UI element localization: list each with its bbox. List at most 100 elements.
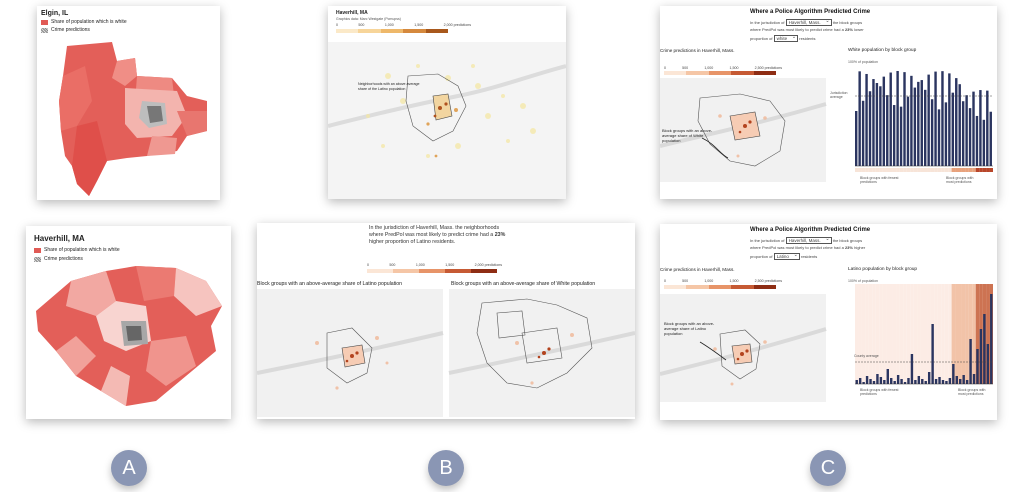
legend-crime-label: Crime predictions [44,256,83,262]
prediction-strip [858,168,862,172]
prediction-band [858,284,862,384]
panel-c-bottom-card: Where a Police Algorithm Predicted Crime… [660,224,997,420]
bar [944,102,948,166]
elgin-choropleth-map [59,42,207,196]
panel-b-badge: B [428,450,464,486]
jurisdiction-select[interactable]: Haverhill, Mass. [785,18,832,26]
bar [975,115,979,166]
prediction-strip [855,168,859,172]
prediction-strip [903,168,907,172]
prediction-strip [930,168,935,172]
bar [979,329,983,384]
bar [927,372,931,384]
panel-c-bottom-ticks: 0 500 1,000 1,500 2,500 predictions [664,279,782,283]
panel-c-top-ticks: 0 500 1,000 1,500 2,500 predictions [664,66,782,70]
legend-share-label: Share of population which is white [44,247,120,253]
prediction-band [944,284,949,384]
panel-c-top-bar-chart [855,71,993,172]
panel-c-bottom-line3: proportion of Latino residents [750,252,817,260]
bar [976,349,979,384]
group-select[interactable]: Latino [773,252,800,260]
bar [986,344,990,384]
bar [890,378,893,384]
prediction-band [927,284,931,384]
grid-swatch-icon [41,27,48,33]
bar [903,72,906,166]
panel-c-top-map [660,93,827,167]
prediction-strip [965,168,969,172]
bar [861,100,865,166]
prediction-strip [937,168,942,172]
bar [948,378,952,384]
bar [934,71,937,166]
prediction-band [855,284,859,384]
bar [889,72,892,166]
prediction-band [892,284,897,384]
legend-crime: Crime predictions [41,27,90,33]
prediction-band [906,284,911,384]
prediction-band [889,284,893,384]
bar [865,376,869,384]
prediction-strip [913,168,918,172]
prediction-strip [934,168,938,172]
prediction-strip [865,168,869,172]
prediction-band [879,284,883,384]
legend-share: Share of population which is white [41,19,127,25]
prediction-strip [982,168,987,172]
prediction-strip [951,168,956,172]
group-select[interactable]: white [773,34,799,42]
bar [914,380,917,384]
prediction-strip [979,168,983,172]
panel-c-top-card: Where a Police Algorithm Predicted Crime… [660,6,997,199]
bar [879,377,883,384]
prediction-strip [896,168,900,172]
prediction-strip [989,168,993,172]
bar [958,84,961,166]
bar [917,81,920,166]
legend-share-label: Share of population which is white [51,19,127,25]
prediction-strip [882,168,887,172]
prediction-strip [975,168,980,172]
bar [869,379,872,384]
bar [962,375,965,384]
bar [896,71,899,166]
bar [913,87,917,166]
prediction-band [872,284,876,384]
panel-b-top-title: Haverhill, MA [336,10,368,16]
prediction-band [910,284,914,384]
panel-c-top-line3: proportion of white residents [750,34,815,42]
prediction-band [886,284,890,384]
bar [930,99,934,166]
panel-c-top-map-title: Crime predictions in Haverhill, Mass. [660,48,735,53]
bar [959,379,962,384]
bar [907,378,910,384]
panel-c-bottom-map [660,327,827,386]
panel-c-top-title: Where a Police Algorithm Predicted Crime [750,9,871,15]
prediction-strip [961,168,966,172]
bar [965,380,969,384]
bar [982,119,986,166]
prediction-band [875,284,880,384]
bar [865,73,868,166]
bar [896,375,900,384]
bar [952,364,955,384]
prediction-band [903,284,907,384]
prediction-strip [906,168,911,172]
prediction-band [951,284,956,384]
panel-c-bottom-line1: In the jurisdiction of Haverhill, Mass. … [750,236,862,244]
bar [934,379,938,384]
panel-c-bottom-y-title: 100% of population [848,279,878,283]
jurisdiction-select[interactable]: Haverhill, Mass. [785,236,832,244]
bar [990,294,993,384]
bar [937,109,941,166]
panel-b-right-map-label: Block groups with an above-average share… [451,281,596,287]
panel-b-top-ticks: 0 500 1,000 1,500 2,000 predictions [336,23,471,27]
panel-c-top-x-left: Block groups with fewest predictions [860,176,899,184]
bar [948,73,951,166]
panel-b-bottom-maps [257,298,635,390]
bar [986,90,989,166]
panel-c-top-annotation: Block groups with an above-average share… [662,128,713,143]
panel-b-top-subtitle: Graphics data: Marc Westgate (Pcmupss) [336,17,401,21]
bar [899,106,903,166]
panel-c-bottom-colorbar [664,285,777,289]
